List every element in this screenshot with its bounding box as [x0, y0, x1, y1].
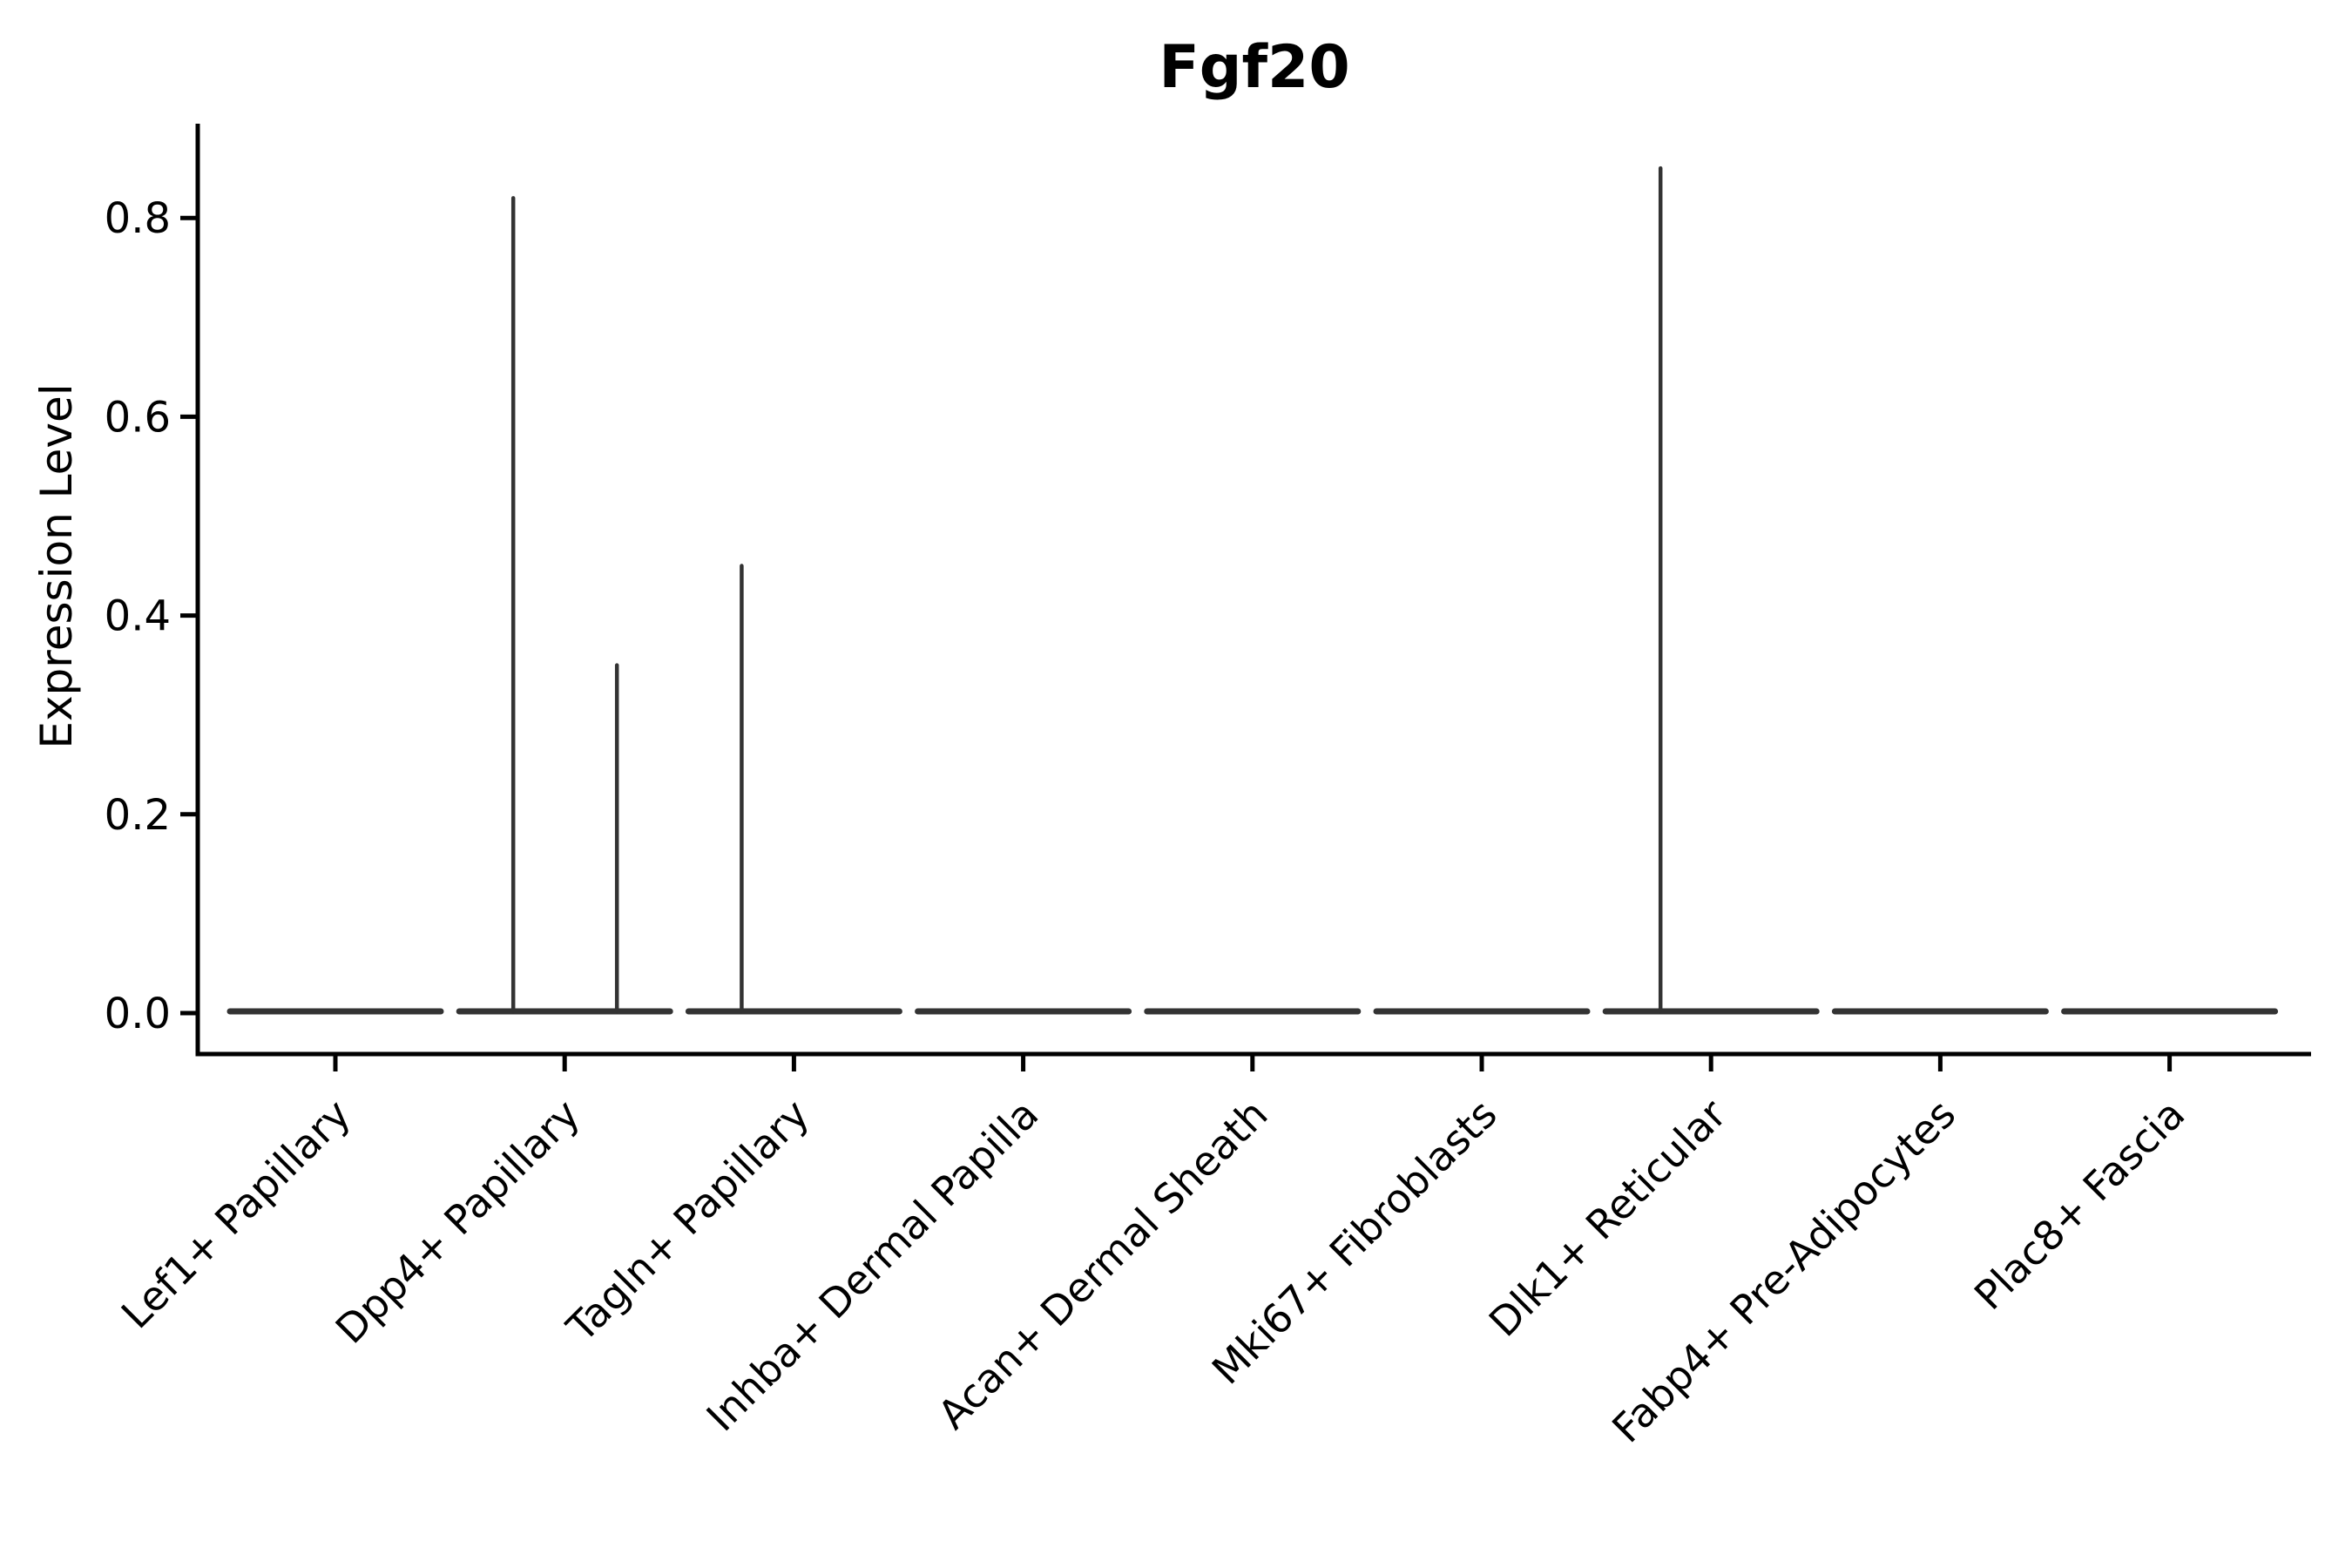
- x-tick-label: Dlk1+ Reticular: [1480, 1091, 1735, 1346]
- y-axis-ticks: 0.0 0.2 0.4 0.6 0.8: [105, 194, 198, 1038]
- x-tick-label: Dpp4+ Papillary: [327, 1091, 589, 1353]
- chart-title: Fgf20: [1159, 33, 1349, 102]
- y-tick-label: 0.4: [105, 592, 171, 641]
- y-tick-label: 0.2: [105, 791, 171, 840]
- y-tick-label: 0.6: [105, 393, 171, 442]
- y-axis-label: Expression Level: [31, 383, 82, 748]
- x-tick-label: Tagln+ Papillary: [558, 1091, 819, 1352]
- x-tick-label: Lef1+ Papillary: [112, 1091, 360, 1338]
- x-tick-label: Plac8+ Fascia: [1965, 1091, 2193, 1319]
- y-tick-label: 0.0: [105, 990, 171, 1038]
- y-tick-label: 0.8: [105, 194, 171, 243]
- violins-layer: [226, 166, 2279, 1015]
